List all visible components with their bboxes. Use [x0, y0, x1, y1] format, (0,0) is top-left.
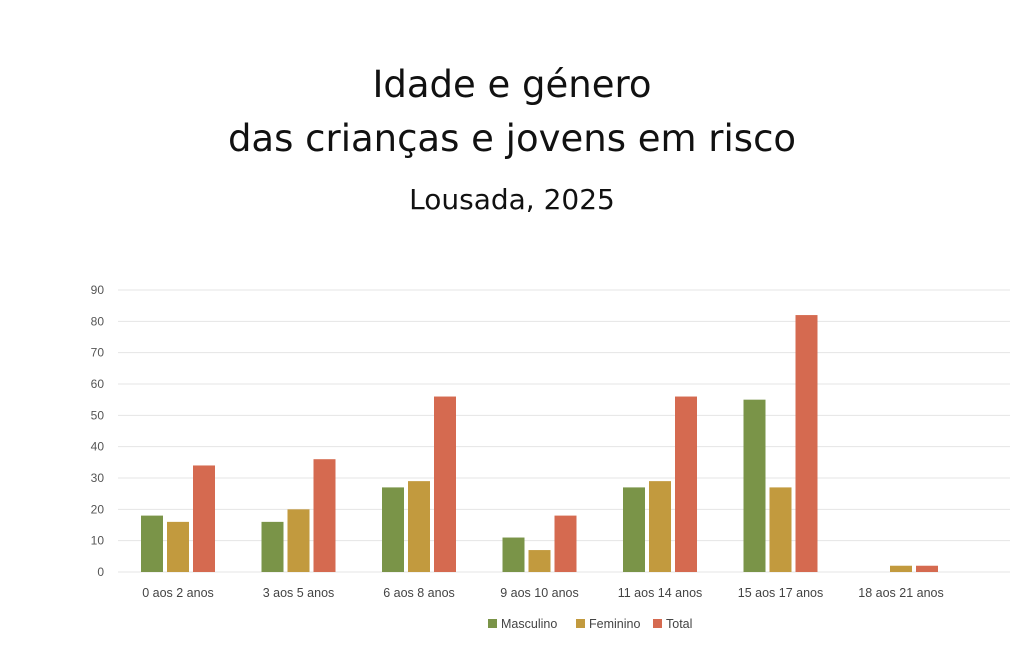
x-axis-labels: 0 aos 2 anos 3 aos 5 anos 6 aos 8 anos 9 ao… [142, 586, 944, 600]
y-axis-ticks: 0 10 20 30 40 50 60 70 80 90 [91, 283, 105, 579]
bar-total-6 [916, 565, 938, 572]
x-category-label: 6 aos 8 anos [383, 586, 455, 600]
legend-label-masculino: Masculino [501, 617, 557, 631]
bar-total-2 [434, 396, 456, 572]
y-tick-label: 40 [91, 440, 105, 454]
y-tick-label: 30 [91, 471, 105, 485]
bar-feminino-4 [649, 481, 671, 572]
x-category-label: 9 aos 10 anos [500, 586, 579, 600]
bar-total-4 [675, 396, 697, 572]
y-tick-label: 20 [91, 502, 105, 516]
x-category-label: 11 aos 14 anos [618, 586, 703, 600]
chart-title-block: Idade e género das crianças e jovens em … [0, 58, 1024, 220]
bar-masculino-2 [382, 487, 404, 572]
legend-swatch-masculino [488, 619, 497, 628]
legend-swatch-feminino [576, 619, 585, 628]
x-category-label: 18 aos 21 anos [858, 586, 944, 600]
bar-total-1 [313, 459, 336, 572]
bar-feminino-1 [287, 509, 310, 572]
bar-feminino-0 [167, 521, 189, 572]
bar-masculino-1 [261, 521, 284, 572]
y-tick-label: 10 [91, 534, 105, 548]
bar-masculino-5 [743, 399, 766, 572]
bar-masculino-3 [502, 537, 525, 572]
chart-title-line-1: Idade e género [372, 63, 652, 106]
legend-label-total: Total [666, 617, 692, 631]
chart-subtitle: Lousada, 2025 [409, 183, 615, 216]
y-tick-label: 60 [91, 377, 105, 391]
y-tick-label: 50 [91, 408, 105, 422]
y-tick-label: 90 [91, 283, 105, 297]
bar-total-3 [554, 515, 577, 572]
y-tick-label: 0 [97, 565, 104, 579]
chart-title-line-2: das crianças e jovens em risco [227, 117, 797, 160]
y-tick-label: 80 [91, 314, 105, 328]
legend-label-feminino: Feminino [589, 617, 640, 631]
bar-total-0 [193, 465, 215, 572]
bar-feminino-3 [528, 550, 551, 572]
x-category-label: 0 aos 2 anos [142, 586, 214, 600]
bar-masculino-0 [141, 515, 163, 572]
bar-masculino-4 [623, 487, 645, 572]
bar-total-5 [795, 315, 818, 572]
x-category-label: 3 aos 5 anos [263, 586, 335, 600]
legend: Masculino Feminino Total [488, 617, 692, 631]
bar-feminino-5 [769, 487, 792, 572]
legend-swatch-total [653, 619, 662, 628]
bars [141, 315, 938, 572]
bar-feminino-2 [408, 481, 430, 572]
bar-feminino-6 [890, 565, 912, 572]
y-tick-label: 70 [91, 346, 105, 360]
x-category-label: 15 aos 17 anos [738, 586, 824, 600]
